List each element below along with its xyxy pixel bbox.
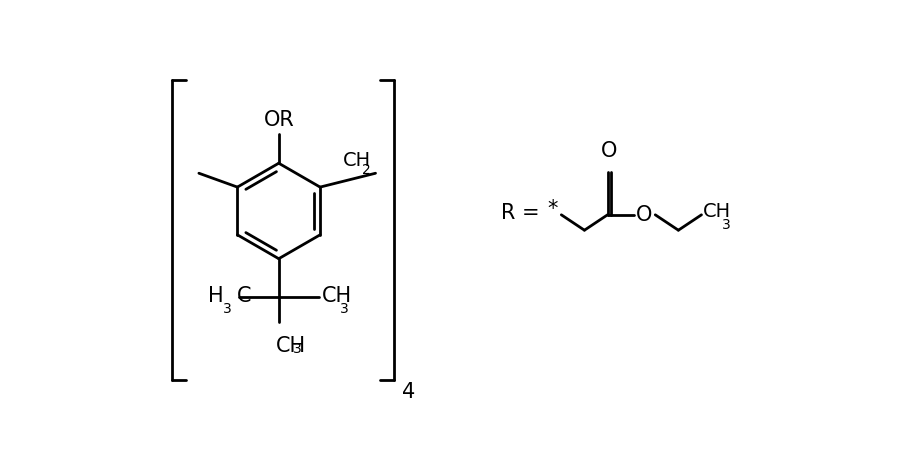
Text: CH: CH xyxy=(343,151,371,170)
Text: 4: 4 xyxy=(402,382,415,402)
Text: 3: 3 xyxy=(722,218,730,232)
Text: O: O xyxy=(636,205,653,225)
Text: O: O xyxy=(601,141,617,161)
Text: OR: OR xyxy=(264,110,295,130)
Text: H: H xyxy=(207,286,223,306)
Text: C: C xyxy=(237,286,252,306)
Text: 2: 2 xyxy=(362,163,371,177)
Text: 3: 3 xyxy=(223,302,232,316)
Text: *: * xyxy=(547,198,557,219)
Text: 3: 3 xyxy=(293,342,301,356)
Text: CH: CH xyxy=(322,286,352,306)
Text: R =: R = xyxy=(500,203,539,223)
Text: CH: CH xyxy=(703,202,731,221)
Text: 3: 3 xyxy=(341,302,349,316)
Text: CH: CH xyxy=(275,336,306,356)
